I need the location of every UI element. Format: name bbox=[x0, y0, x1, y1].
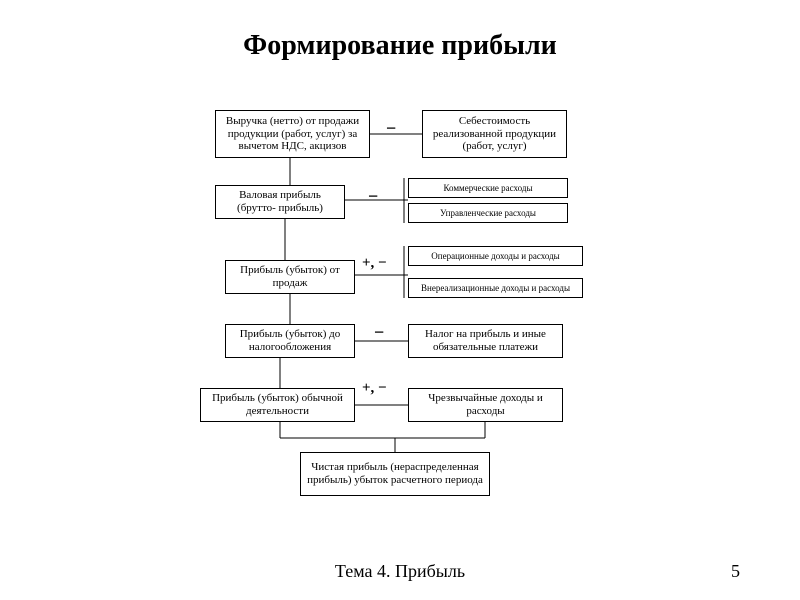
operator-row5: +, − bbox=[362, 380, 387, 397]
box-cost: Себестоимость реализованной продукции (р… bbox=[422, 110, 567, 158]
box-nonrealized-label: Внереализационные доходы и расходы bbox=[421, 283, 570, 293]
box-operational-label: Операционные доходы и расходы bbox=[431, 251, 559, 261]
box-net-profit: Чистая прибыль (нераспределенная прибыль… bbox=[300, 452, 490, 496]
box-tax: Налог на прибыль и иные обязательные пла… bbox=[408, 324, 563, 358]
operator-row3: +, − bbox=[362, 255, 387, 272]
box-commercial-expenses: Коммерческие расходы bbox=[408, 178, 568, 198]
box-revenue-label: Выручка (нетто) от продажи продукции (ра… bbox=[220, 115, 365, 153]
connector-layer bbox=[0, 0, 800, 600]
box-sales-profit: Прибыль (убыток) от продаж bbox=[225, 260, 355, 294]
footer-topic: Тема 4. Прибыль bbox=[0, 561, 800, 582]
operator-row2: − bbox=[368, 186, 378, 207]
flow-diagram: Выручка (нетто) от продажи продукции (ра… bbox=[0, 0, 800, 600]
box-admin-label: Управленческие расходы bbox=[440, 208, 536, 218]
box-commercial-label: Коммерческие расходы bbox=[443, 183, 532, 193]
box-net-label: Чистая прибыль (нераспределенная прибыль… bbox=[305, 461, 485, 486]
box-tax-label: Налог на прибыль и иные обязательные пла… bbox=[413, 328, 558, 353]
operator-row1: − bbox=[386, 118, 396, 139]
box-sales-profit-label: Прибыль (убыток) от продаж bbox=[230, 264, 350, 289]
footer-page-number: 5 bbox=[731, 561, 740, 582]
box-admin-expenses: Управленческие расходы bbox=[408, 203, 568, 223]
box-pretax-profit: Прибыль (убыток) до налогообложения bbox=[225, 324, 355, 358]
box-revenue: Выручка (нетто) от продажи продукции (ра… bbox=[215, 110, 370, 158]
box-ordinary-profit: Прибыль (убыток) обычной деятельности bbox=[200, 388, 355, 422]
box-pretax-label: Прибыль (убыток) до налогообложения bbox=[230, 328, 350, 353]
box-extraordinary: Чрезвычайные доходы и расходы bbox=[408, 388, 563, 422]
box-cost-label: Себестоимость реализованной продукции (р… bbox=[427, 115, 562, 153]
box-ordinary-label: Прибыль (убыток) обычной деятельности bbox=[205, 392, 350, 417]
box-extraordinary-label: Чрезвычайные доходы и расходы bbox=[413, 392, 558, 417]
box-operational: Операционные доходы и расходы bbox=[408, 246, 583, 266]
box-nonrealized: Внереализационные доходы и расходы bbox=[408, 278, 583, 298]
box-gross-profit: Валовая прибыль (брутто- прибыль) bbox=[215, 185, 345, 219]
operator-row4: − bbox=[374, 322, 384, 343]
box-gross-profit-label: Валовая прибыль (брутто- прибыль) bbox=[220, 189, 340, 214]
